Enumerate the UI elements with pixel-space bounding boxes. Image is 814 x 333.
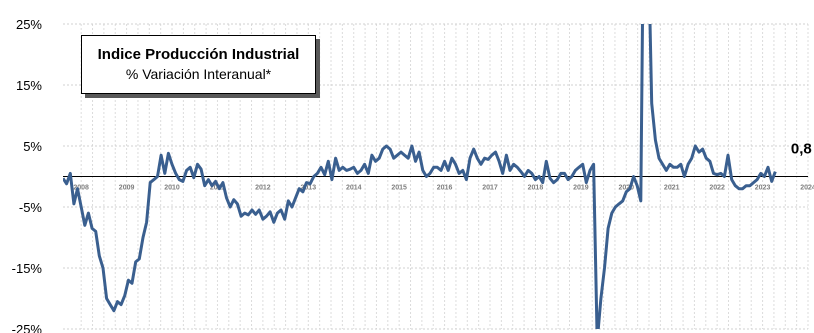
x-tick-label: 2019	[573, 185, 589, 192]
y-tick-label: 25%	[16, 17, 42, 32]
x-tick-label: 2023	[755, 185, 771, 192]
x-tick-label: 2021	[664, 185, 680, 192]
x-tick-label: 2020	[619, 185, 635, 192]
x-tick-label: 2012	[255, 185, 271, 192]
x-tick-label: 2014	[346, 185, 362, 192]
chart-subtitle: % Variación Interanual*	[125, 66, 272, 82]
last-value-label: 0,8	[791, 141, 812, 158]
x-tick-label: 2024	[800, 185, 814, 192]
y-tick-label: 5%	[23, 139, 42, 154]
y-axis-tick-labels: 25% 15% 5% -5% -15% -25%	[12, 17, 43, 333]
y-tick-label: -25%	[12, 322, 43, 333]
x-axis-tick-labels: 2008 2009 2010 2011 2012 2013 2014 2015 2016 2017…	[73, 185, 814, 192]
y-tick-label: -15%	[12, 261, 43, 276]
y-tick-label: -5%	[19, 200, 43, 215]
y-tick-label: 15%	[16, 78, 42, 93]
x-tick-label: 2017	[482, 185, 498, 192]
x-tick-label: 2010	[164, 185, 180, 192]
x-tick-label: 2008	[73, 185, 89, 192]
x-tick-label: 2016	[437, 185, 453, 192]
x-tick-label: 2022	[709, 185, 725, 192]
x-tick-label: 2015	[391, 185, 407, 192]
x-tick-label: 2018	[528, 185, 544, 192]
x-tick-label: 2009	[119, 185, 135, 192]
series-line	[63, 24, 777, 329]
chart-title-box: Indice Producción Industrial % Variación…	[81, 35, 316, 94]
x-tick-label: 2013	[301, 185, 317, 192]
chart-title: Indice Producción Industrial	[97, 46, 300, 63]
